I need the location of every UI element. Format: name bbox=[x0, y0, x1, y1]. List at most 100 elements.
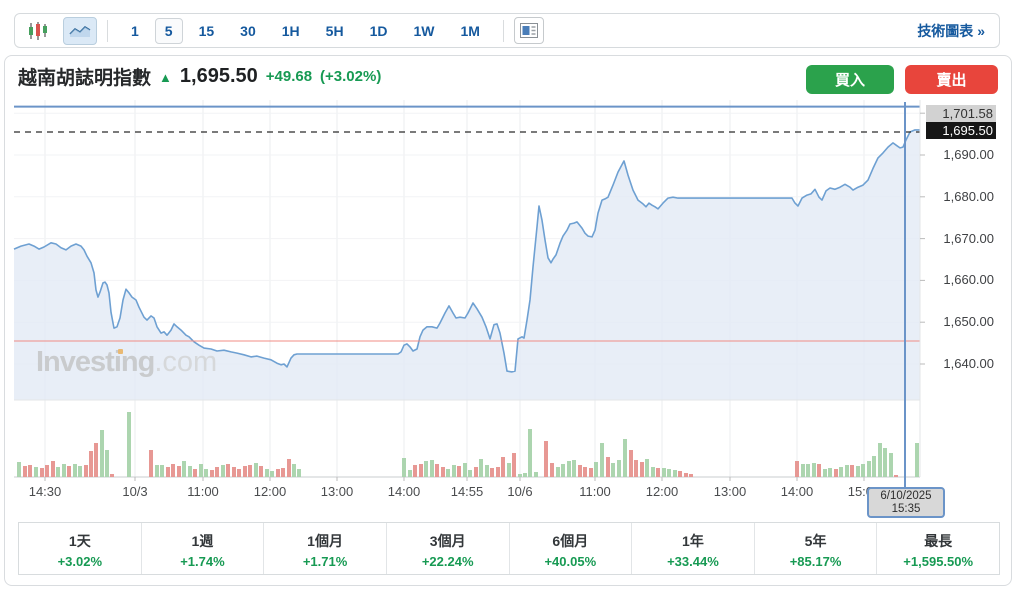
volume-bar bbox=[56, 467, 60, 477]
tooltip-time: 15:35 bbox=[891, 503, 921, 515]
time-tick-label: 14:30 bbox=[28, 484, 62, 499]
timeframe-15[interactable]: 15 bbox=[198, 22, 215, 39]
volume-bar bbox=[127, 412, 131, 477]
volume-bar bbox=[845, 465, 849, 477]
volume-bar bbox=[23, 466, 27, 477]
volume-bar bbox=[544, 441, 548, 477]
volume-bar bbox=[550, 463, 554, 477]
volume-bar bbox=[600, 443, 604, 477]
volume-bar bbox=[408, 470, 412, 477]
volume-bar bbox=[430, 460, 434, 477]
volume-bar bbox=[861, 464, 865, 477]
time-tick-label: 10/6 bbox=[507, 484, 533, 499]
volume-bar bbox=[160, 465, 164, 477]
volume-bar bbox=[204, 469, 208, 477]
time-tick-label: 13:00 bbox=[713, 484, 747, 499]
volume-bar bbox=[248, 465, 252, 477]
volume-bar bbox=[292, 464, 296, 477]
line-chart-icon[interactable] bbox=[63, 16, 97, 45]
volume-bar bbox=[523, 473, 527, 477]
volume-bar bbox=[105, 450, 109, 477]
volume-bar bbox=[73, 464, 77, 477]
volume-bar bbox=[561, 464, 565, 477]
timeframe-30[interactable]: 30 bbox=[240, 22, 256, 39]
timeframe-1h[interactable]: 1H bbox=[281, 22, 300, 39]
price-chart[interactable] bbox=[13, 100, 926, 481]
time-tick-label: 14:00 bbox=[780, 484, 814, 499]
volume-bar bbox=[645, 459, 649, 477]
volume-bar bbox=[17, 462, 21, 477]
volume-bar bbox=[171, 464, 175, 477]
sell-button[interactable]: 賣出 bbox=[905, 65, 998, 94]
buy-button[interactable]: 買入 bbox=[806, 65, 894, 94]
volume-bar bbox=[479, 459, 483, 477]
timeframe-1[interactable]: 1 bbox=[131, 22, 139, 39]
price-tick-label: 1,670.00 bbox=[943, 230, 994, 246]
volume-bar bbox=[110, 474, 114, 477]
volume-bar bbox=[254, 463, 258, 477]
volume-bar bbox=[485, 465, 489, 477]
timeframe-1d[interactable]: 1D bbox=[369, 22, 388, 39]
timeframe-5[interactable]: 5 bbox=[154, 17, 183, 44]
instrument-header: 越南胡誌明指數 ▲ 1,695.50 +49.68 (+3.02%) bbox=[18, 63, 381, 90]
technical-chart-link[interactable]: 技術圖表 » bbox=[917, 22, 985, 39]
volume-bar bbox=[221, 465, 225, 477]
volume-bar bbox=[528, 429, 532, 477]
volume-bar bbox=[281, 468, 285, 477]
volume-bar bbox=[795, 461, 799, 477]
volume-bar bbox=[199, 464, 203, 477]
news-panel-icon[interactable] bbox=[513, 17, 544, 44]
volume-bar bbox=[578, 465, 582, 477]
volume-bar bbox=[276, 469, 280, 477]
volume-bar bbox=[490, 468, 494, 477]
volume-bar bbox=[667, 469, 671, 477]
volume-bar bbox=[850, 465, 854, 477]
volume-bar bbox=[265, 469, 269, 477]
watermark-dot bbox=[118, 349, 123, 354]
volume-bar bbox=[51, 461, 55, 477]
perf-3months: 3個月 +22.24% bbox=[385, 523, 509, 574]
volume-bar bbox=[629, 450, 633, 477]
volume-bar bbox=[594, 462, 598, 477]
volume-bar bbox=[883, 448, 887, 477]
volume-bar bbox=[243, 466, 247, 477]
volume-bar bbox=[567, 461, 571, 477]
volume-bar bbox=[413, 465, 417, 477]
volume-bar bbox=[215, 467, 219, 477]
volume-bar bbox=[894, 475, 898, 477]
time-tick-label: 14:00 bbox=[387, 484, 421, 499]
volume-bar bbox=[828, 468, 832, 477]
perf-1week: 1週 +1.74% bbox=[140, 523, 264, 574]
volume-bar bbox=[839, 467, 843, 477]
volume-bar bbox=[188, 466, 192, 477]
volume-bar bbox=[872, 456, 876, 477]
volume-bar bbox=[474, 467, 478, 477]
toolbar-divider bbox=[107, 19, 108, 42]
candlestick-chart-icon[interactable] bbox=[27, 20, 49, 42]
volume-bar bbox=[512, 453, 516, 477]
time-tick-label: 14:55 bbox=[450, 484, 484, 499]
volume-bar bbox=[193, 469, 197, 477]
volume-bar bbox=[507, 463, 511, 477]
timeframe-1w[interactable]: 1W bbox=[413, 22, 435, 39]
timeframe-1m[interactable]: 1M bbox=[460, 22, 480, 39]
volume-bar bbox=[684, 473, 688, 477]
volume-bar bbox=[452, 465, 456, 477]
volume-bar bbox=[801, 464, 805, 477]
time-tick-label: 12:00 bbox=[253, 484, 287, 499]
volume-bar bbox=[834, 469, 838, 477]
session-high-label: 1,701.58 bbox=[926, 105, 996, 122]
volume-bar bbox=[34, 467, 38, 477]
chart-toolbar: 1 5 15 30 1H 5H 1D 1W 1M 技術圖表 » bbox=[14, 13, 1000, 48]
volume-bar bbox=[463, 463, 467, 477]
volume-bar bbox=[237, 469, 241, 477]
volume-bar bbox=[457, 466, 461, 477]
volume-bar bbox=[182, 461, 186, 477]
price-tick-label: 1,650.00 bbox=[943, 314, 994, 330]
timeframe-5h[interactable]: 5H bbox=[325, 22, 344, 39]
volume-bar bbox=[232, 467, 236, 477]
volume-bar bbox=[441, 467, 445, 477]
time-tick-label: 10/3 bbox=[122, 484, 148, 499]
toolbar-divider bbox=[502, 19, 504, 42]
volume-bar bbox=[623, 439, 627, 477]
